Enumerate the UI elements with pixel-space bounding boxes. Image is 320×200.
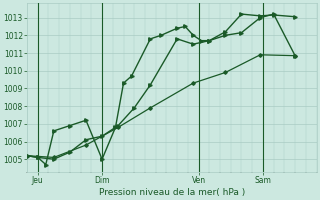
X-axis label: Pression niveau de la mer( hPa ): Pression niveau de la mer( hPa ) — [99, 188, 245, 197]
